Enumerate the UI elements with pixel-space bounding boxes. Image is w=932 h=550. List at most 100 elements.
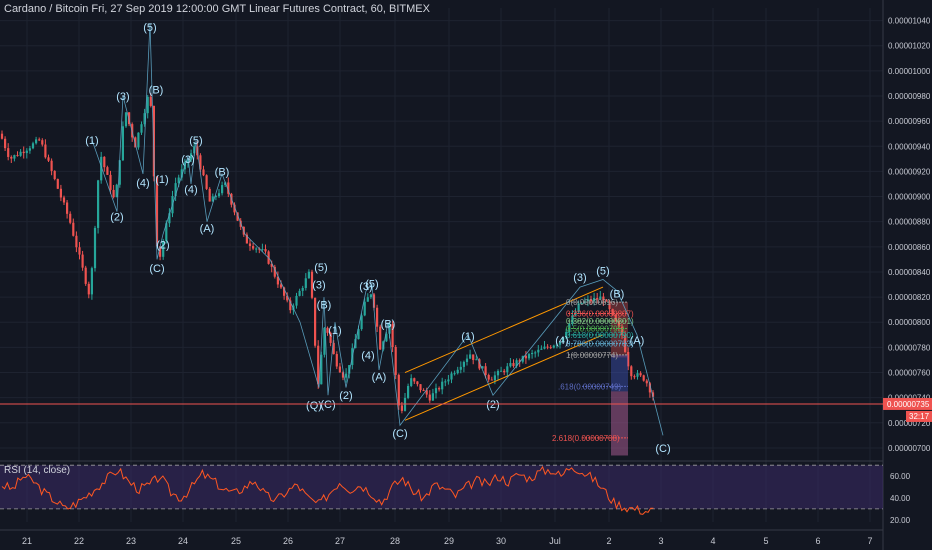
time-tick-label: 2 (606, 536, 611, 546)
time-tick-label: 24 (178, 536, 188, 546)
candle-body (314, 297, 317, 346)
candle-body (391, 324, 394, 348)
candle-body (221, 185, 224, 194)
candle-body (124, 112, 128, 127)
candle-body (47, 157, 50, 161)
candle-body (586, 299, 589, 302)
candle-body (115, 184, 118, 198)
candle-body (146, 96, 149, 114)
price-tick-label: 0.00000700 (888, 444, 931, 453)
candle-body (648, 383, 651, 393)
candle-body (366, 297, 369, 302)
candle-body (50, 160, 53, 171)
fib-level-label: 0.382(0.00000801) (566, 317, 634, 326)
fib-level-label: 0.5(0.00000795) (566, 325, 625, 334)
price-tick-label: 0.00000920 (888, 167, 931, 176)
candle-body (534, 352, 537, 354)
candle-body (202, 169, 205, 176)
candle-body (112, 189, 115, 198)
wave-label: (2) (339, 390, 352, 402)
candle-body (69, 213, 72, 223)
current-price-box (883, 397, 932, 410)
candle-body (56, 179, 59, 189)
price-tick-label: 0.00001040 (888, 17, 931, 26)
candle-body (252, 246, 255, 249)
candle-body (261, 249, 264, 251)
candle-body (19, 151, 22, 156)
candle-body (13, 155, 16, 159)
candle-body (599, 296, 602, 300)
candle-body (298, 290, 301, 296)
wave-label: (B) (381, 319, 396, 331)
candle-body (121, 126, 124, 161)
fib-level-label: 0.786(0.00000783) (566, 340, 634, 349)
candle-body (407, 385, 410, 398)
time-tick-label: 5 (763, 536, 768, 546)
current-price-label: 0.00000735 (887, 400, 930, 409)
time-tick-label: 21 (22, 536, 32, 546)
candle-body (630, 366, 633, 377)
price-tick-label: 0.00000820 (888, 293, 931, 302)
candle-body (496, 370, 500, 376)
candle-body (469, 354, 472, 359)
candle-body (307, 271, 310, 279)
time-tick-label: 25 (231, 536, 241, 546)
candle-body (214, 196, 217, 198)
candle-body (620, 326, 624, 335)
rsi-band (0, 465, 883, 509)
candle-body (577, 303, 580, 312)
wave-label: (3) (312, 280, 325, 292)
time-tick-label: 3 (658, 536, 663, 546)
candle-body (602, 296, 605, 301)
candle-body (360, 315, 363, 330)
candle-body (159, 246, 162, 257)
time-tick-label: 7 (867, 536, 872, 546)
candle-body (562, 337, 565, 343)
wave-label: (5) (143, 22, 156, 34)
candle-body (372, 294, 376, 308)
candle-body (388, 324, 391, 334)
wave-label: (A) (372, 371, 387, 383)
price-tick-label: 0.00000900 (888, 193, 931, 202)
candle-body (605, 300, 608, 302)
candle-body (273, 266, 276, 277)
candle-body (329, 332, 332, 343)
candle-body (453, 373, 456, 375)
time-tick-label: 6 (815, 536, 820, 546)
candle-body (152, 105, 155, 177)
time-tick-label: 26 (283, 536, 293, 546)
candle-body (369, 294, 372, 298)
candle-body (540, 348, 543, 350)
wave-label: (A) (200, 223, 215, 235)
candle-body (211, 196, 214, 202)
candle-body (419, 384, 422, 391)
wave-label: (1) (85, 135, 98, 147)
candle-body (16, 155, 19, 157)
candle-body (66, 202, 69, 214)
candle-body (335, 354, 338, 367)
candle-body (465, 358, 469, 362)
candle-body (295, 295, 298, 306)
wave-label: (2) (156, 239, 169, 251)
candle-body (472, 354, 475, 360)
candle-body (53, 170, 56, 180)
candle-body (283, 287, 286, 296)
candle-body (276, 276, 279, 285)
wave-label: (2) (110, 212, 123, 224)
candle-body (118, 160, 121, 185)
candle-body (512, 363, 515, 367)
wave-label: (4) (361, 350, 374, 362)
wave-label: (Q) (306, 400, 322, 412)
candle-body (636, 373, 639, 377)
candle-body (611, 309, 614, 315)
fib-zone-lower (611, 391, 628, 456)
candle-body (428, 394, 431, 401)
wave-label: (3) (116, 91, 129, 103)
candle-body (22, 151, 25, 154)
candle-body (462, 361, 465, 367)
candle-body (518, 360, 521, 362)
candle-body (106, 167, 109, 175)
candle-body (84, 267, 87, 284)
candle-body (490, 379, 493, 381)
